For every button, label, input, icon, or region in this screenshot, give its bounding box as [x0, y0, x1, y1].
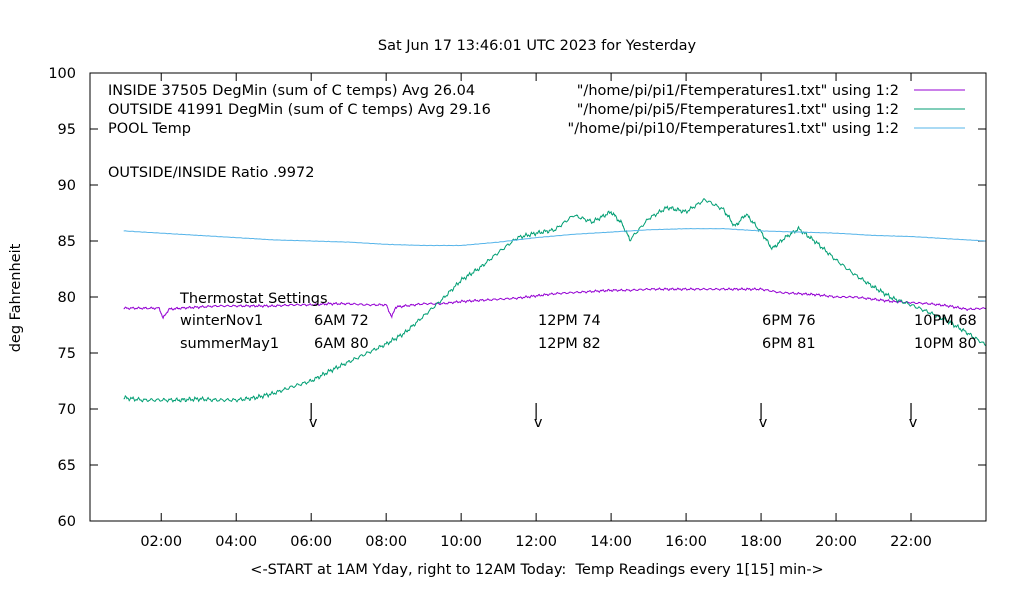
time-marker-glyph: v — [534, 415, 543, 431]
legend-entry-name: INSIDE 37505 DegMin (sum of C temps) Avg… — [108, 83, 475, 99]
plot-border — [89, 72, 987, 522]
x-axis-label: <-START at 1AM Yday, right to 12AM Today… — [250, 562, 823, 578]
y-tick-label: 60 — [58, 514, 76, 530]
y-tick-label: 80 — [58, 290, 76, 306]
thermostat-setting: 6PM 76 — [762, 313, 816, 329]
x-tick-label: 02:00 — [140, 534, 182, 550]
x-tick-label: 04:00 — [215, 534, 257, 550]
thermostat-setting: 12PM 82 — [538, 336, 601, 352]
legend-entry-source: "/home/pi/pi10/Ftemperatures1.txt" using… — [568, 121, 899, 137]
x-tick-label: 16:00 — [665, 534, 707, 550]
thermostat-setting: 6PM 81 — [762, 336, 816, 352]
x-tick-label: 08:00 — [365, 534, 407, 550]
thermostat-setting: 6AM 72 — [314, 313, 369, 329]
x-axis: 02:00 04:00 06:00 08:00 10:00 12:00 14:00 16:00… — [140, 73, 932, 550]
legend-entry-source: "/home/pi/pi1/Ftemperatures1.txt" using … — [577, 83, 899, 99]
x-tick-label: 12:00 — [515, 534, 557, 550]
y-tick-label: 95 — [58, 122, 76, 138]
y-tick-label: 85 — [58, 234, 76, 250]
y-tick-label: 100 — [48, 66, 76, 82]
thermostat-row-label: winterNov1 — [180, 313, 263, 329]
x-tick-label: 06:00 — [290, 534, 332, 550]
thermostat-row-label: summerMay1 — [180, 336, 279, 352]
y-axis-label: deg Fahrenheit — [8, 243, 24, 352]
y-axis: 60 65 70 75 80 85 90 95 100 — [48, 66, 986, 530]
y-tick-label: 70 — [58, 402, 76, 418]
thermostat-title: Thermostat Settings — [179, 291, 328, 307]
x-tick-label: 20:00 — [815, 534, 857, 550]
series-line — [123, 198, 987, 403]
annotations: OUTSIDE/INSIDE Ratio .9972 Thermostat Set… — [108, 165, 977, 431]
thermostat-setting: 12PM 74 — [538, 313, 601, 329]
thermostat-setting: 10PM 68 — [914, 313, 977, 329]
time-marker-glyph: v — [759, 415, 768, 431]
legend-entry-name: OUTSIDE 41991 DegMin (sum of C temps) Av… — [108, 102, 491, 118]
x-tick-label: 10:00 — [440, 534, 482, 550]
series-line — [123, 227, 987, 247]
thermostat-setting: 6AM 80 — [314, 336, 369, 352]
x-tick-label: 14:00 — [590, 534, 632, 550]
legend-entry-name: POOL Temp — [108, 121, 191, 137]
y-tick-label: 75 — [58, 346, 76, 362]
series-layer — [123, 198, 987, 403]
ratio-label: OUTSIDE/INSIDE Ratio .9972 — [108, 165, 314, 181]
series-line — [123, 287, 987, 320]
y-tick-label: 90 — [58, 178, 76, 194]
y-tick-label: 65 — [58, 458, 76, 474]
time-marker-glyph: v — [909, 415, 918, 431]
legend: INSIDE 37505 DegMin (sum of C temps) Avg… — [108, 83, 965, 137]
x-tick-label: 18:00 — [740, 534, 782, 550]
thermostat-setting: 10PM 80 — [914, 336, 977, 352]
chart-title: Sat Jun 17 13:46:01 UTC 2023 for Yesterd… — [378, 38, 697, 54]
time-marker-glyph: v — [309, 415, 318, 431]
legend-entry-source: "/home/pi/pi5/Ftemperatures1.txt" using … — [577, 102, 899, 118]
x-tick-label: 22:00 — [890, 534, 932, 550]
